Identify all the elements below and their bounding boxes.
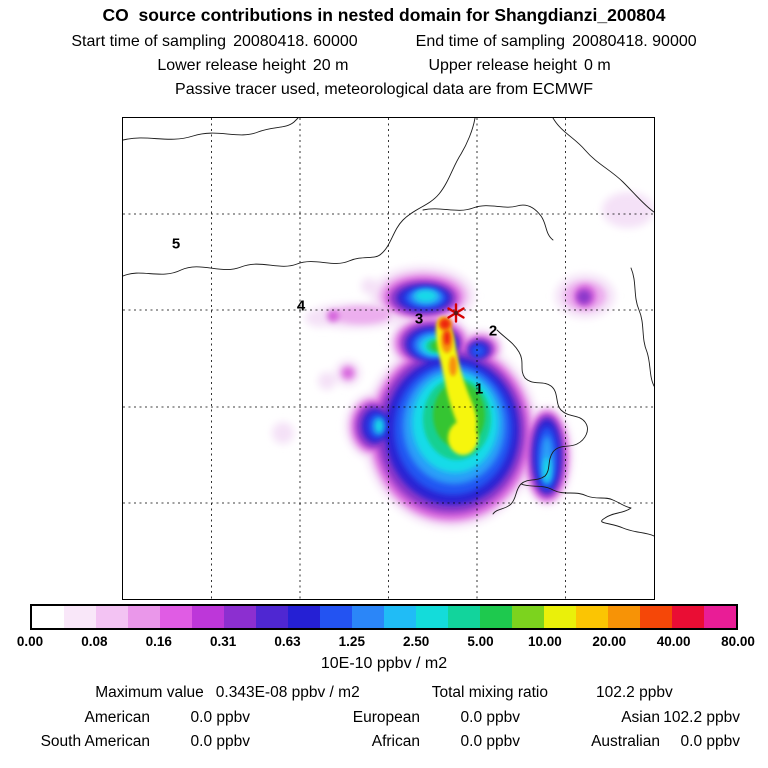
concentration-map <box>123 118 654 599</box>
plume-red-layer <box>440 319 450 345</box>
colorbar-segments <box>30 604 738 630</box>
page-title: CO source contributions in nested domain… <box>102 5 666 25</box>
lower-release-value: 20 m <box>312 57 349 74</box>
colorbar-segment <box>352 606 384 628</box>
colorbar-segment <box>96 606 128 628</box>
colorbar-tick-label: 10.00 <box>528 634 562 649</box>
stat-label-asian: Asian <box>621 709 660 726</box>
total-mixing-ratio-value: 102.2 ppbv <box>596 684 673 701</box>
receptor-marker <box>446 303 466 323</box>
colorbar-tick-label: 20.00 <box>592 634 627 649</box>
colorbar-ticks: 0.00 0.08 0.16 0.31 0.63 1.25 2.50 5.00 10.00 20.… <box>17 634 755 651</box>
maximum-value: 0.343E-08 ppbv / m2 <box>215 684 360 701</box>
colorbar-tick-label: 2.50 <box>403 634 430 649</box>
colorbar-segment <box>448 606 480 628</box>
upper-release-value: 0 m <box>584 57 611 74</box>
colorbar-tick-label: 80.00 <box>721 634 755 649</box>
continent-stats-row-2: South American 0.0 ppbv African 0.0 ppbv… <box>10 733 760 751</box>
stat-label-australian: Australian <box>591 733 660 750</box>
stat-value-asian: 102.2 ppbv <box>663 709 740 726</box>
coastline-borders <box>123 118 654 537</box>
colorbar-segment <box>544 606 576 628</box>
grid-lines <box>123 118 654 599</box>
colorbar-segment <box>576 606 608 628</box>
colorbar-tick-label: 5.00 <box>467 634 494 649</box>
stat-value-european: 0.0 ppbv <box>460 709 520 726</box>
colorbar-segment <box>160 606 192 628</box>
stat-label-african: African <box>371 733 420 750</box>
colorbar-segment <box>384 606 416 628</box>
colorbar-segment <box>608 606 640 628</box>
domain-number-label: 1 <box>474 380 484 398</box>
stat-label-american: American <box>84 709 150 726</box>
domain-number-label: 4 <box>296 297 306 315</box>
colorbar-tick-label: 1.25 <box>338 634 365 649</box>
colorbar-segment <box>288 606 320 628</box>
colorbar-segment <box>704 606 736 628</box>
colorbar-segment <box>672 606 704 628</box>
colorbar-segment <box>64 606 96 628</box>
colorbar-tick-label: 0.63 <box>274 634 301 649</box>
colorbar-tick-label: 0.16 <box>145 634 172 649</box>
colorbar-tick-label: 0.00 <box>16 634 44 649</box>
colorbar-unit-label: 10E-10 ppbv / m2 <box>320 655 448 672</box>
receptor-star-icon <box>447 303 465 323</box>
stat-value-african: 0.0 ppbv <box>460 733 520 750</box>
map-plot-area: 5 4 3 2 1 <box>122 117 655 600</box>
sampling-end-value: 20080418. 90000 <box>572 33 697 50</box>
colorbar-segment <box>224 606 256 628</box>
colorbar-segment <box>256 606 288 628</box>
colorbar-tick-label: 0.31 <box>209 634 237 649</box>
domain-number-label: 2 <box>488 322 498 340</box>
stat-label-european: European <box>352 709 420 726</box>
colorbar-segment <box>416 606 448 628</box>
sampling-end-label: End time of sampling <box>415 33 566 50</box>
domain-number-label: 5 <box>171 235 181 253</box>
maximum-value-label: Maximum value <box>95 684 204 701</box>
colorbar-tick-label: 40.00 <box>656 634 691 649</box>
colorbar-segment <box>512 606 544 628</box>
sampling-start-value: 20080418. 60000 <box>233 33 358 50</box>
colorbar-segment <box>32 606 64 628</box>
stat-value-south-american: 0.0 ppbv <box>190 733 250 750</box>
domain-number-label: 3 <box>414 310 424 328</box>
total-mixing-ratio-label: Total mixing ratio <box>431 684 548 701</box>
stat-value-american: 0.0 ppbv <box>190 709 250 726</box>
tracer-note: Passive tracer used, meteorological data… <box>175 81 593 98</box>
upper-release-label: Upper release height <box>428 57 577 74</box>
sampling-start-label: Start time of sampling <box>71 33 227 50</box>
stat-label-south-american: South American <box>40 733 150 750</box>
colorbar-segment <box>128 606 160 628</box>
colorbar-segment <box>640 606 672 628</box>
stat-value-australian: 0.0 ppbv <box>680 733 740 750</box>
colorbar-tick-label: 0.08 <box>81 634 108 649</box>
colorbar-segment <box>320 606 352 628</box>
summary-stats-row: Maximum value 0.343E-08 ppbv / m2 Total … <box>0 684 768 702</box>
continent-stats-row-1: American 0.0 ppbv European 0.0 ppbv Asia… <box>10 709 760 727</box>
colorbar-segment <box>480 606 512 628</box>
release-height-row: Lower release height 20 m Upper release … <box>0 57 768 75</box>
sampling-time-row: Start time of sampling 20080418. 60000 E… <box>0 33 768 51</box>
lower-release-label: Lower release height <box>157 57 306 74</box>
colorbar-segment <box>192 606 224 628</box>
